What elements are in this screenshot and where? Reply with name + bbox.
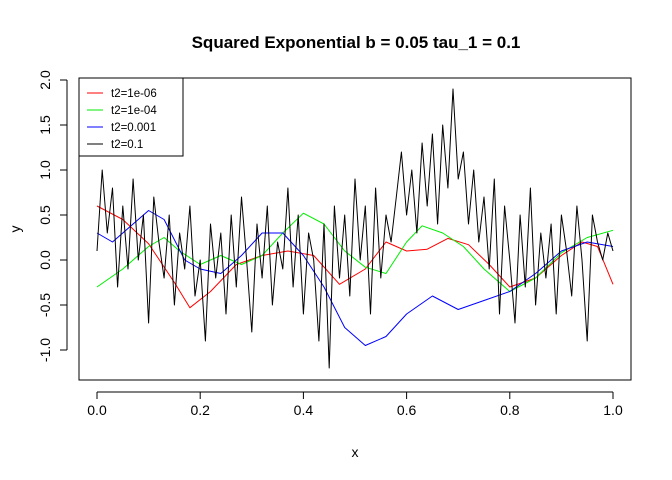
- x-tick-label-3: 0.6: [397, 402, 417, 418]
- legend-label-3: t2=0.1: [111, 139, 143, 151]
- x-tick-label-4: 0.8: [500, 402, 520, 418]
- legend-label-1: t2=1e-04: [111, 105, 157, 117]
- x-axis: 0.0 0.2 0.4 0.6 0.8 1.0: [87, 391, 623, 418]
- x-tick-label-0: 0.0: [87, 402, 107, 418]
- plot-frame: [78, 77, 632, 381]
- x-tick-label-1: 0.2: [190, 402, 210, 418]
- legend-label-2: t2=0.001: [111, 122, 156, 134]
- y-tick-label-0: -1.0: [37, 338, 53, 362]
- x-tick-label-2: 0.4: [294, 402, 314, 418]
- y-axis-label: y: [7, 226, 23, 233]
- legend: t2=1e-06 t2=1e-04 t2=0.001 t2=0.1: [78, 77, 184, 157]
- legend-box: [78, 77, 184, 157]
- plot-lines: [96, 88, 614, 369]
- y-tick-label-3: 0.5: [37, 205, 53, 225]
- series-line-3: [96, 88, 614, 369]
- series-line-0: [96, 205, 614, 309]
- legend-label-0: t2=1e-06: [111, 88, 157, 100]
- y-tick-label-1: -0.5: [37, 293, 53, 317]
- x-axis-label: x: [352, 444, 359, 460]
- y-axis: -1.0 -0.5 0.0 0.5 1.0 1.5 2.0: [37, 70, 68, 362]
- y-tick-label-2: 0.0: [37, 250, 53, 270]
- series-line-1: [96, 212, 614, 292]
- x-tick-label-5: 1.0: [603, 402, 623, 418]
- y-tick-label-5: 1.5: [37, 115, 53, 135]
- y-tick-label-6: 2.0: [37, 70, 53, 90]
- y-tick-label-4: 1.0: [37, 160, 53, 180]
- series-line-2: [96, 210, 614, 346]
- chart-title: Squared Exponential b = 0.05 tau_1 = 0.1: [192, 33, 521, 52]
